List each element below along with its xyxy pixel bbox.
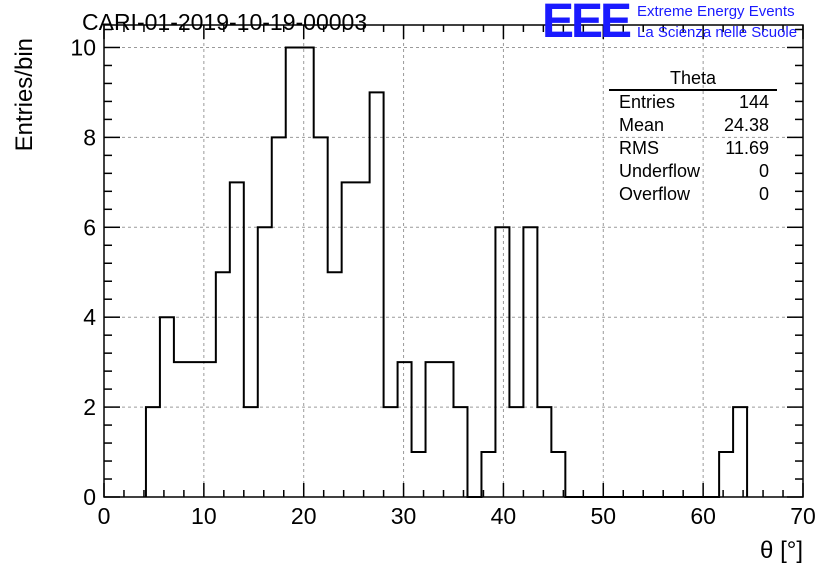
run-title: CARI-01-2019-10-19-00003 (82, 9, 368, 35)
histogram-bin (202, 362, 216, 497)
histogram-bin (356, 182, 370, 497)
stat-label: RMS (619, 138, 659, 158)
histogram-bin (244, 407, 258, 497)
histogram-bin (398, 362, 412, 497)
stat-label: Overflow (619, 184, 691, 204)
histogram-bin (230, 182, 244, 497)
histogram-bin (314, 137, 328, 497)
y-tick-label: 2 (83, 394, 96, 420)
logo-caption-line1: Extreme Energy Events (637, 3, 795, 20)
stat-value: 0 (758, 161, 769, 181)
histogram-bin (328, 272, 342, 497)
histogram-bin (216, 272, 230, 497)
stat-row-entries: Entries 144 (609, 91, 777, 114)
x-tick-label: 70 (790, 503, 816, 529)
histogram-bin (286, 47, 300, 497)
x-axis-label: θ [°] (760, 537, 803, 564)
histogram-bin (523, 227, 537, 497)
histogram-bin (300, 47, 314, 497)
histogram-bin (272, 137, 286, 497)
eee-logo: EEE (542, 0, 632, 48)
x-tick-label: 60 (690, 503, 716, 529)
stat-value: 144 (738, 92, 769, 112)
stat-label: Underflow (619, 161, 701, 181)
stat-value: 0 (758, 184, 769, 204)
y-tick-label: 0 (83, 484, 96, 510)
histogram-bin (537, 407, 551, 497)
y-tick-label: 4 (83, 304, 96, 330)
histogram-bin (146, 407, 160, 497)
y-tick-label: 6 (83, 214, 96, 240)
histogram-bin (174, 362, 188, 497)
stat-row-mean: Mean 24.38 (609, 114, 777, 137)
stat-row-underflow: Underflow 0 (609, 160, 777, 183)
x-tick-label: 0 (98, 503, 111, 529)
plot-frame (103, 24, 804, 498)
histogram-bin (384, 407, 398, 497)
histogram-bin (258, 227, 272, 497)
histogram-bin (160, 317, 174, 497)
y-tick-label: 10 (70, 34, 96, 60)
histogram-bin (188, 362, 202, 497)
x-tick-label: 20 (291, 503, 317, 529)
x-tick-label: 50 (590, 503, 616, 529)
histogram-bin (370, 92, 384, 497)
x-tick-label: 30 (391, 503, 417, 529)
histogram-bin (342, 182, 356, 497)
histogram-bin (733, 407, 747, 497)
histogram-bin (440, 362, 454, 497)
stat-row-overflow: Overflow 0 (609, 183, 777, 206)
stats-box: Theta Entries 144 Mean 24.38 RMS 11.69 U… (609, 68, 777, 206)
histogram-bin (509, 407, 523, 497)
y-tick-label: 8 (83, 124, 96, 150)
x-tick-label: 40 (491, 503, 517, 529)
histogram-bin (495, 227, 509, 497)
x-tick-label: 10 (191, 503, 217, 529)
stat-label: Entries (619, 92, 676, 112)
stat-row-rms: RMS 11.69 (609, 137, 777, 160)
stat-value: 24.38 (723, 115, 769, 135)
histogram-bin (454, 407, 468, 497)
stats-title: Theta (609, 68, 777, 91)
stat-label: Mean (619, 115, 665, 135)
stat-value: 11.69 (725, 138, 769, 158)
logo-caption-line2: La Scienza nelle Scuole (637, 24, 798, 41)
histogram-bin (719, 452, 733, 497)
histogram-bin (426, 362, 440, 497)
y-axis-label: Entries/bin (11, 38, 38, 151)
